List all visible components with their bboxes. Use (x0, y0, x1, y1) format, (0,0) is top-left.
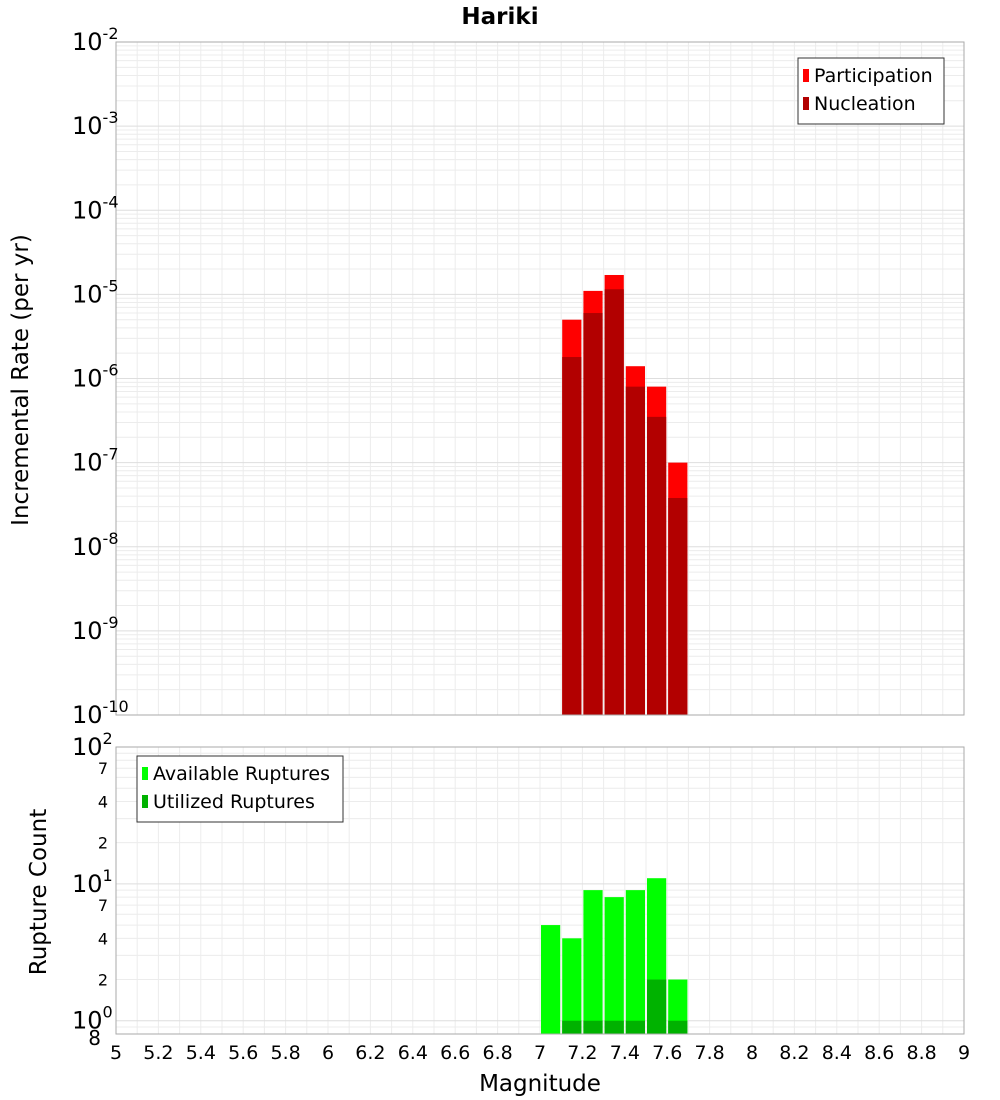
top-y-tick-label: 10-8 (72, 529, 119, 561)
x-tick-labels: 5 5.2 5.4 5.6 5.8 6 6.2 6.4 6.6 6.8 7 7.2 7.4 7.6 7.8 8… (110, 1042, 970, 1064)
nucleation-bar (625, 386, 645, 715)
x-tick-label: 6.2 (355, 1042, 385, 1064)
x-tick-label: 5.2 (143, 1042, 173, 1064)
bottom-y-minor-tick-label: 7 (98, 896, 108, 915)
x-tick-label: 5.8 (270, 1042, 300, 1064)
utilized-ruptures-bar (583, 1020, 603, 1034)
top-y-tick-label: 10-7 (72, 445, 119, 477)
legend-label: Available Ruptures (153, 763, 330, 785)
bottom-legend: Available Ruptures Utilized Ruptures (136, 755, 344, 823)
bottom-y-minor-tick-label: 2 (98, 834, 108, 853)
x-tick-label: 8 (746, 1042, 758, 1064)
nucleation-bar (668, 497, 688, 715)
x-tick-label: 5.6 (228, 1042, 258, 1064)
legend-label: Utilized Ruptures (153, 791, 315, 813)
bottom-y-minor-tick-label: 4 (98, 929, 108, 948)
bottom-bars (541, 878, 688, 1034)
x-tick-label: 7.6 (652, 1042, 682, 1064)
utilized-ruptures-bar (562, 1020, 582, 1034)
top-y-tick-label: 10-9 (72, 613, 119, 645)
x-tick-label: 7.2 (567, 1042, 597, 1064)
top-y-tick-label: 10-6 (72, 361, 119, 393)
x-tick-label: 8.2 (779, 1042, 809, 1064)
top-plot-frame (115, 41, 965, 716)
top-bars (562, 274, 688, 715)
bottom-plot-frame (115, 746, 965, 1035)
bottom-y-minor-tick-label: 8 (88, 1026, 101, 1050)
x-tick-label: 5.4 (186, 1042, 216, 1064)
legend-swatch (803, 69, 809, 82)
available-ruptures-bar (562, 938, 582, 1034)
legend-box (797, 57, 945, 125)
legend-swatch (803, 97, 809, 110)
available-ruptures-bar (583, 890, 603, 1034)
x-tick-label: 7.4 (610, 1042, 640, 1064)
legend-swatch (142, 767, 148, 780)
x-axis-label: Magnitude (479, 1071, 601, 1097)
legend-label: Participation (814, 65, 933, 87)
top-y-tick-label: 10-4 (72, 192, 119, 224)
utilized-ruptures-bar (604, 1020, 624, 1034)
x-tick-label: 6.4 (398, 1042, 428, 1064)
available-ruptures-bar (604, 897, 624, 1034)
bottom-y-major-tick-label: 102 (72, 729, 113, 761)
top-y-tick-label: 10-10 (72, 697, 129, 729)
available-ruptures-bar (541, 925, 561, 1034)
top-y-axis-label: Incremental Rate (per yr) (8, 234, 34, 526)
legend-swatch (142, 795, 148, 808)
bottom-y-major-tick-label: 101 (72, 866, 113, 898)
bottom-y-axis-label: Rupture Count (26, 809, 52, 975)
nucleation-bar (647, 416, 667, 715)
top-legend: Participation Nucleation (797, 57, 945, 125)
utilized-ruptures-bar (647, 979, 667, 1034)
x-tick-label: 7 (534, 1042, 546, 1064)
x-tick-label: 5 (110, 1042, 122, 1064)
x-tick-label: 6.6 (440, 1042, 470, 1064)
available-ruptures-bar (668, 979, 688, 1034)
bottom-y-minor-tick-label: 2 (98, 971, 108, 990)
top-y-tick-label: 10-2 (72, 24, 119, 56)
legend-box (136, 755, 344, 823)
available-ruptures-bar (625, 890, 645, 1034)
utilized-ruptures-bar (668, 1020, 688, 1034)
top-grid (115, 42, 965, 716)
x-tick-label: 8.4 (822, 1042, 852, 1064)
bottom-y-minor-tick-label: 4 (98, 792, 108, 811)
nucleation-bar (562, 357, 582, 715)
x-tick-label: 7.8 (694, 1042, 724, 1064)
x-tick-label: 9 (958, 1042, 970, 1064)
nucleation-bar (604, 289, 624, 715)
x-tick-label: 8.8 (906, 1042, 936, 1064)
chart-title: Hariki (461, 4, 538, 30)
x-tick-label: 8.6 (864, 1042, 894, 1064)
x-tick-label: 6.8 (482, 1042, 512, 1064)
bottom-y-minor-tick-label: 7 (98, 759, 108, 778)
x-tick-label: 6 (322, 1042, 334, 1064)
legend-label: Nucleation (814, 93, 916, 115)
top-y-tick-label: 10-3 (72, 108, 119, 140)
nucleation-bar (583, 313, 603, 715)
utilized-ruptures-bar (625, 1020, 645, 1034)
top-y-tick-label: 10-5 (72, 276, 119, 308)
